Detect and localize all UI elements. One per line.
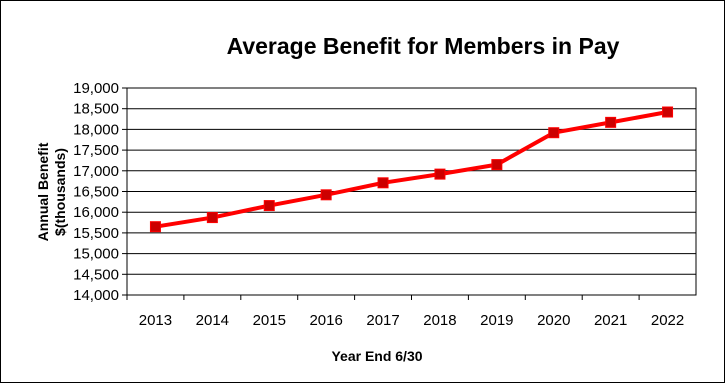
x-tick-label: 2017 bbox=[366, 312, 399, 329]
y-axis-label-line1: Annual Benefit bbox=[35, 142, 51, 241]
x-tick-label: 2013 bbox=[139, 312, 172, 329]
data-point-marker bbox=[491, 159, 503, 171]
y-tick-labels: 14,000 14,500 15,000 15,500 16,000 16,500 17,0… bbox=[73, 80, 119, 304]
data-point-marker bbox=[434, 168, 446, 180]
x-tick-labels: 2013 2014 2015 2016 2017 2018 2019 2020 2021 2022 bbox=[139, 312, 684, 329]
chart-title: Average Benefit for Members in Pay bbox=[227, 33, 620, 59]
data-point-marker bbox=[206, 212, 218, 224]
y-tick-label: 15,500 bbox=[73, 225, 119, 242]
data-point-marker bbox=[605, 116, 617, 128]
y-tick-label: 19,000 bbox=[73, 80, 119, 97]
plot-area bbox=[126, 87, 697, 296]
x-tick-label: 2022 bbox=[651, 312, 684, 329]
data-point-marker bbox=[263, 200, 275, 212]
x-tick-label: 2016 bbox=[309, 312, 342, 329]
y-tick-label: 18,000 bbox=[73, 121, 119, 138]
y-tick-label: 14,000 bbox=[73, 287, 119, 304]
data-point-marker bbox=[320, 189, 332, 201]
y-tick-label: 17,500 bbox=[73, 142, 119, 159]
y-tick-label: 16,000 bbox=[73, 204, 119, 221]
x-tick-label: 2015 bbox=[253, 312, 286, 329]
y-axis-label-line2: $(thousands) bbox=[52, 148, 68, 236]
data-point-marker bbox=[548, 127, 560, 139]
y-axis-label: Annual Benefit $(thousands) bbox=[35, 142, 68, 241]
data-point-marker bbox=[377, 177, 389, 189]
x-tick-label: 2021 bbox=[594, 312, 627, 329]
x-axis-label: Year End 6/30 bbox=[331, 348, 422, 364]
y-tick-label: 16,500 bbox=[73, 184, 119, 201]
x-tick-label: 2018 bbox=[423, 312, 456, 329]
y-tick-label: 18,500 bbox=[73, 101, 119, 118]
data-point-marker bbox=[149, 221, 161, 233]
x-tick-label: 2014 bbox=[196, 312, 229, 329]
series-layer bbox=[149, 106, 674, 233]
x-tick-label: 2020 bbox=[537, 312, 570, 329]
y-tick-label: 14,500 bbox=[73, 266, 119, 283]
y-tick-label: 17,000 bbox=[73, 163, 119, 180]
data-point-marker bbox=[662, 106, 674, 118]
y-tick-label: 15,000 bbox=[73, 246, 119, 263]
series-line bbox=[155, 110, 668, 229]
x-tick-label: 2019 bbox=[480, 312, 513, 329]
